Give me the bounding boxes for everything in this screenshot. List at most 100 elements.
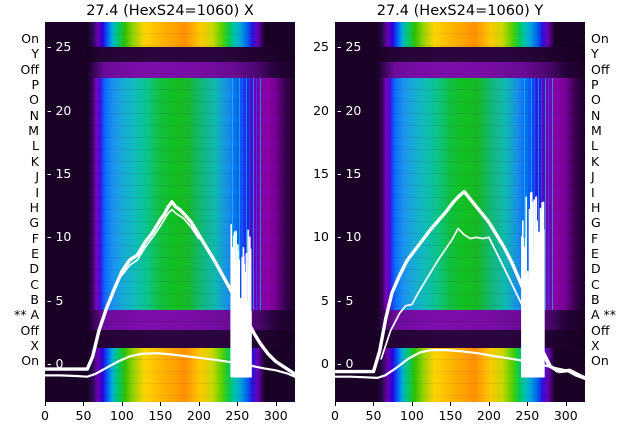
x-axis-tick — [488, 402, 490, 406]
x-axis-tick-label: 150 — [438, 408, 463, 423]
x-axis-right: 0 50 100 150 200 250 300 — [0, 402, 640, 432]
y-tick-label-inner: - 10 — [47, 229, 72, 245]
trace-overlay — [45, 200, 295, 378]
x-axis-tick-label: 200 — [186, 408, 211, 423]
x-axis-tick — [373, 402, 375, 406]
trace-baseline — [45, 352, 295, 378]
category-label: C — [30, 276, 39, 292]
category-label: O — [29, 92, 39, 108]
category-label: M — [28, 123, 39, 139]
x-axis-tick-label: 0 — [331, 408, 339, 423]
category-label: Off — [591, 61, 610, 77]
y-tick-label-inner: - 25 — [337, 39, 362, 55]
category-label: On — [21, 31, 39, 46]
category-label: On — [21, 353, 39, 369]
category-label: L — [591, 138, 598, 154]
x-axis-tick — [121, 402, 123, 406]
x-axis-tick — [450, 402, 452, 406]
row-texture — [45, 62, 295, 78]
category-label: ** A — [13, 307, 39, 323]
x-axis-tick-label: 50 — [75, 408, 92, 423]
spike-cluster — [521, 191, 545, 378]
heatmap-panel-x[interactable]: - 0 - 5 - 10 - 15 - 20 - 25 0 5 10 15 20 25 — [45, 22, 329, 402]
category-label: M — [591, 123, 602, 139]
y-tick-label-inner: - 15 — [337, 166, 362, 181]
x-axis-tick-label: 100 — [109, 408, 134, 423]
category-label: A ** — [591, 307, 617, 323]
plot-area-y: - 0 - 5 - 10 - 15 - 20 - 25 — [335, 22, 585, 402]
x-axis-tick — [237, 402, 239, 406]
left-gutter — [335, 22, 377, 402]
category-label: P — [31, 77, 39, 93]
category-label: G — [591, 215, 601, 231]
x-axis-tick — [198, 402, 200, 406]
x-axis-tick — [565, 402, 567, 406]
y-tick-label-inner: - 25 — [47, 39, 72, 55]
left-category-axis: On Y Off P O N M L K J I H G F E D C B ** A Off X On — [0, 22, 42, 402]
category-label: O — [591, 92, 601, 108]
y-tick-label-outer: 20 — [313, 102, 329, 118]
category-label: On — [591, 353, 609, 369]
category-label: Off — [20, 61, 39, 77]
y-tick-label-outer: 5 — [321, 292, 329, 308]
trace-thin-lower — [121, 208, 200, 277]
trace-overlay — [335, 190, 585, 381]
y-tick-label-inner: - 0 — [47, 356, 64, 371]
category-label: P — [591, 77, 599, 93]
category-label: B — [30, 291, 39, 307]
category-label: H — [591, 199, 601, 215]
category-label: Y — [31, 46, 39, 62]
plot-area-x: - 0 - 5 - 10 - 15 - 20 - 25 — [45, 22, 295, 402]
category-label: X — [591, 338, 600, 353]
category-label: G — [29, 215, 39, 231]
y-tick-label-outer: 0 — [321, 356, 329, 371]
category-label: X — [30, 338, 39, 353]
x-axis-tick-label: 300 — [263, 408, 288, 423]
x-axis-tick — [160, 402, 162, 406]
category-label: L — [32, 138, 39, 154]
category-label: J — [35, 169, 39, 185]
x-axis-tick-label: 200 — [476, 408, 501, 423]
y-tick-label-outer: 10 — [313, 229, 329, 245]
panel-title-y: 27.4 (HexS24=1060) Y — [376, 3, 544, 19]
category-label: F — [591, 230, 599, 246]
x-axis-tick-label: 0 — [41, 408, 49, 423]
category-label: J — [591, 169, 595, 185]
y-tick-label-inner: - 5 — [47, 292, 64, 308]
y-tick-label-inner: - 20 — [47, 102, 72, 118]
y-tick-label-inner: - 10 — [337, 229, 362, 245]
left-gutter — [45, 22, 87, 402]
x-axis-tick-label: 250 — [225, 408, 250, 423]
x-axis-tick — [45, 402, 46, 406]
y-tick-label-inner: - 15 — [47, 166, 72, 181]
x-axis-tick — [275, 402, 277, 406]
category-label: D — [29, 261, 39, 277]
category-label: Off — [591, 322, 610, 338]
heatmap-row-band — [45, 62, 295, 78]
right-category-axis: On Y Off P O N M L K J I H G F E D C B A ** Off X On — [588, 22, 630, 402]
category-label: K — [591, 153, 600, 169]
category-label: I — [591, 184, 595, 200]
category-label: B — [591, 291, 600, 307]
y-tick-label-inner: - 0 — [337, 356, 354, 371]
heatmap-panel-y[interactable]: - 0 - 5 - 10 - 15 - 20 - 25 — [335, 22, 585, 402]
heatmap-row-band — [335, 62, 585, 78]
y-tick-label-outer: 15 — [313, 166, 329, 181]
category-label: Y — [591, 46, 599, 62]
x-axis-tick-label: 300 — [553, 408, 578, 423]
category-label: E — [31, 245, 39, 261]
category-label: E — [591, 245, 599, 261]
heatmap-row-band — [45, 47, 295, 62]
category-label: F — [31, 230, 39, 246]
spike-cluster — [230, 224, 252, 378]
x-axis-tick — [411, 402, 413, 406]
category-label: Off — [20, 322, 39, 338]
x-axis-tick — [335, 402, 336, 406]
row-texture — [335, 62, 585, 78]
heatmap-row-band — [335, 47, 585, 62]
x-axis-tick-label: 100 — [399, 408, 424, 423]
y-tick-label-inner: - 5 — [337, 292, 354, 308]
category-label: C — [591, 276, 600, 292]
x-axis-left: 0 50 100 150 200 250 300 — [0, 402, 640, 432]
